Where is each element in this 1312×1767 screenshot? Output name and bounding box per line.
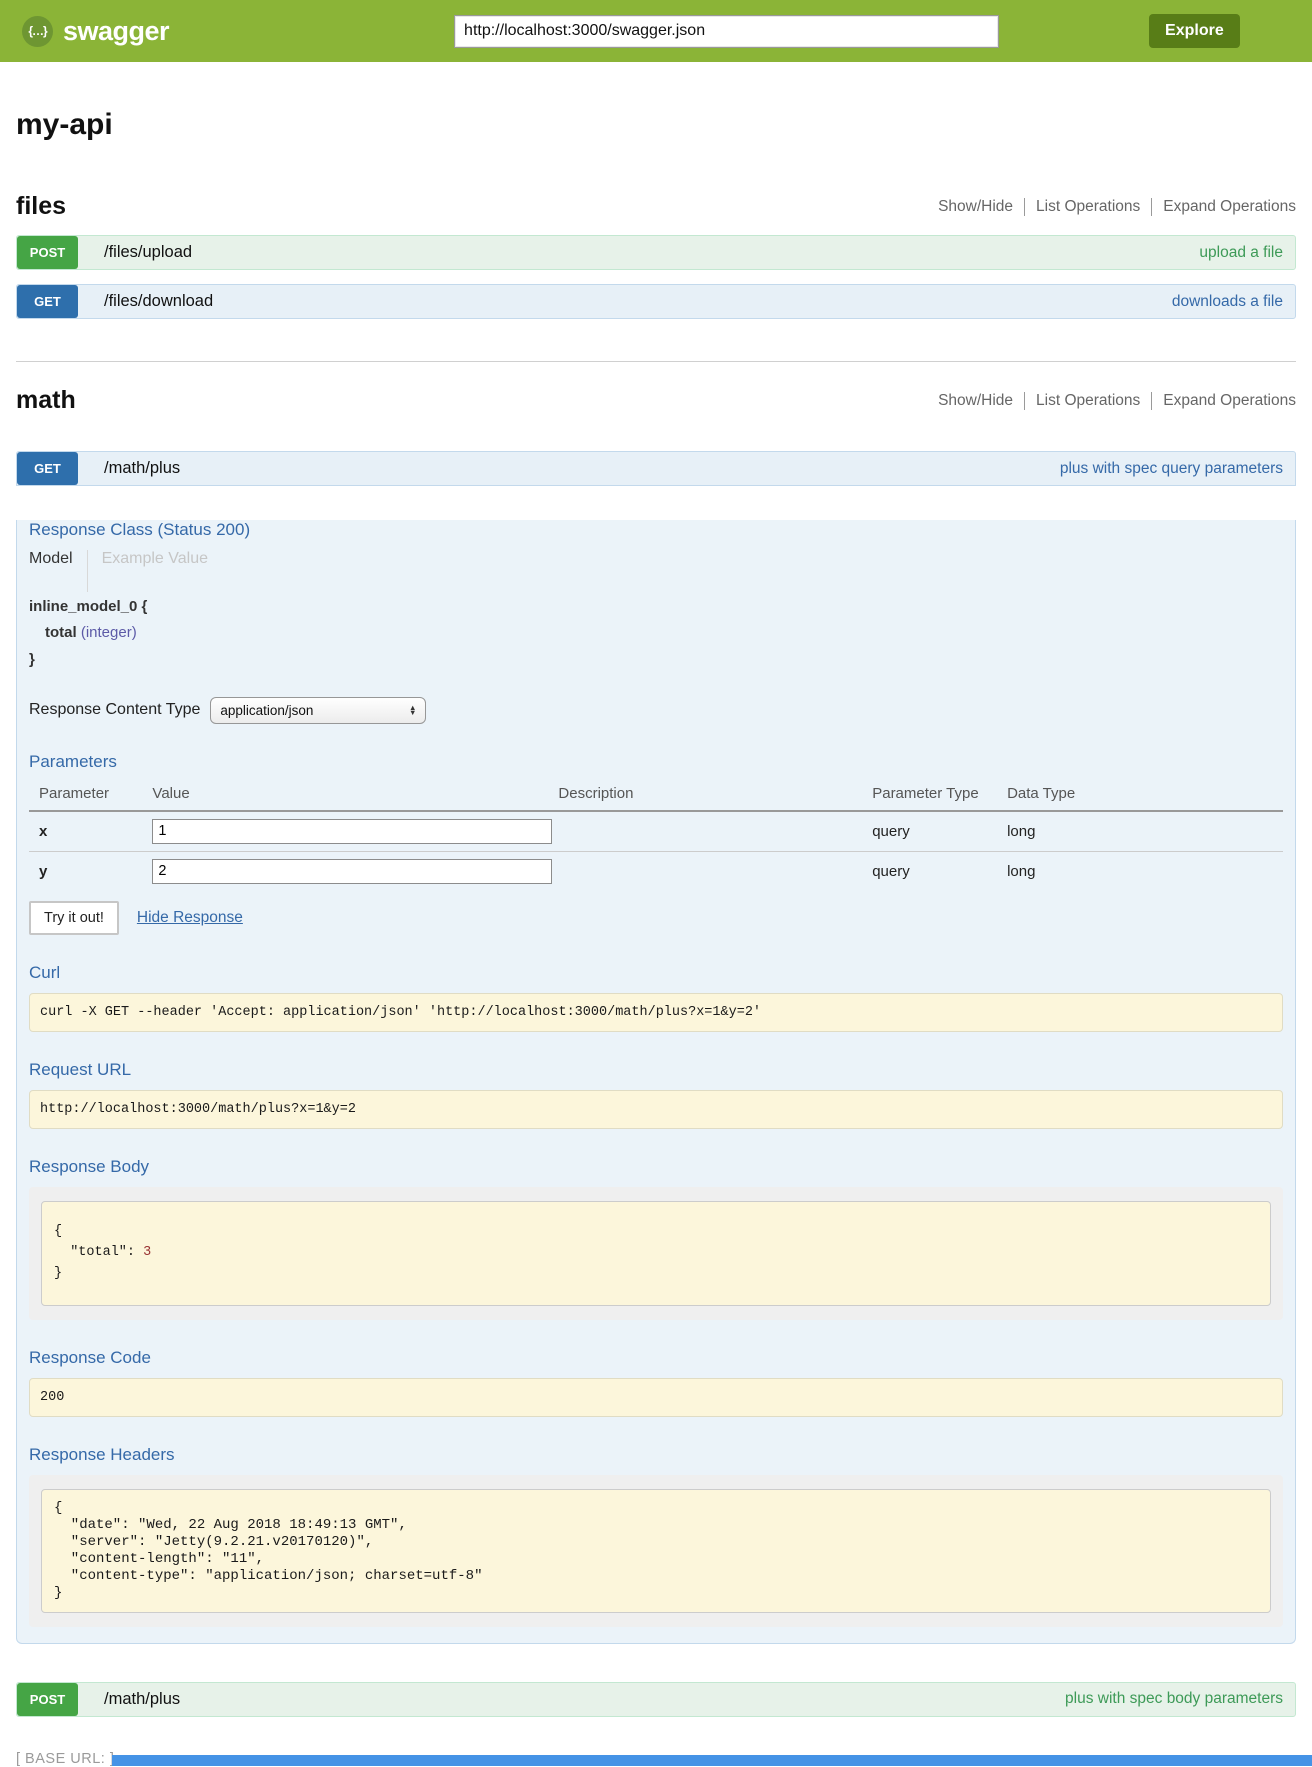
link-divider (1024, 197, 1026, 216)
section-files: files Show/Hide List Operations Expand O… (16, 192, 1296, 319)
response-content-type-row: Response Content Type application/json ▲… (29, 696, 1283, 724)
param-y-value-input[interactable] (152, 858, 553, 884)
param-description (558, 851, 872, 891)
json-text: { "total": (54, 1223, 136, 1260)
response-code-value: 200 (29, 1377, 1283, 1417)
method-badge-get: GET (17, 452, 78, 485)
tab-example-value[interactable]: Example Value (86, 550, 222, 592)
response-headers-container: { "date": "Wed, 22 Aug 2018 18:49:13 GMT… (29, 1474, 1283, 1627)
curl-command: curl -X GET --header 'Accept: applicatio… (29, 992, 1283, 1032)
param-row-y: y query long (29, 851, 1283, 891)
operation-heading-get-math-plus[interactable]: GET /math/plus plus with spec query para… (16, 451, 1296, 486)
operation-row-post-math-plus[interactable]: POST /math/plus plus with spec body para… (16, 1681, 1296, 1717)
json-text: } (54, 1265, 63, 1281)
link-divider (1151, 391, 1153, 410)
operation-row-get-files-download[interactable]: GET /files/download downloads a file (16, 284, 1296, 319)
param-type: query (872, 862, 910, 880)
show-hide-link[interactable]: Show/Hide (938, 197, 1014, 215)
col-value: Value (152, 779, 559, 812)
files-section-title: files (16, 192, 67, 220)
model-property-type: (integer) (80, 624, 137, 642)
param-name: y (39, 862, 48, 880)
operation-summary[interactable]: plus with spec query parameters (1059, 459, 1283, 477)
response-body-json: { "total": 3 } (41, 1200, 1271, 1306)
expand-operations-link[interactable]: Expand Operations (1163, 391, 1296, 409)
list-operations-link[interactable]: List Operations (1036, 391, 1141, 409)
bottom-bar (112, 1754, 1312, 1766)
param-name: x (29, 810, 153, 852)
response-body-container: { "total": 3 } (29, 1186, 1283, 1320)
parameters-header-row: Parameter Value Description Parameter Ty… (29, 779, 1283, 812)
link-divider (1151, 197, 1153, 216)
expanded-operation-get-math-plus: GET /math/plus plus with spec query para… (16, 451, 1296, 1644)
api-title: my-api (16, 108, 113, 141)
link-divider (1024, 391, 1026, 410)
expand-operations-link[interactable]: Expand Operations (1163, 197, 1296, 215)
response-headers-heading: Response Headers (29, 1444, 175, 1464)
operation-summary[interactable]: downloads a file (1171, 292, 1283, 310)
select-arrows-icon: ▲ ▼ (408, 703, 417, 718)
math-section-title: math (16, 386, 76, 414)
operation-path[interactable]: /math/plus (104, 459, 181, 477)
method-badge-post: POST (17, 236, 78, 269)
param-x-value-input[interactable] (152, 818, 553, 844)
operation-summary[interactable]: upload a file (1199, 243, 1283, 261)
show-hide-link[interactable]: Show/Hide (938, 391, 1014, 409)
model-property: total (integer) (45, 620, 1283, 646)
col-parameter: Parameter (29, 779, 153, 812)
content-type-selected-value: application/json (220, 702, 314, 718)
method-badge-post: POST (17, 1682, 78, 1716)
files-section-controls: Show/Hide List Operations Expand Operati… (938, 197, 1296, 216)
operation-summary[interactable]: plus with spec body parameters (1065, 1690, 1283, 1708)
try-it-out-button[interactable]: Try it out! (29, 900, 119, 935)
response-code-heading: Response Code (29, 1347, 151, 1367)
operation-path[interactable]: /math/plus (104, 1689, 181, 1708)
param-data-type: long (1007, 862, 1036, 880)
swagger-logo-text: swagger (63, 15, 170, 46)
parameters-heading: Parameters (29, 751, 117, 771)
model-signature: inline_model_0 { total (integer) } (29, 594, 1283, 673)
param-data-type: long (1007, 810, 1283, 852)
section-math: math Show/Hide List Operations Expand Op… (16, 386, 1296, 1717)
section-divider (16, 361, 1296, 362)
json-number-value: 3 (143, 1244, 152, 1260)
col-data-type: Data Type (1007, 779, 1283, 812)
method-badge-get: GET (17, 285, 78, 318)
col-parameter-type: Parameter Type (872, 779, 1008, 812)
swagger-logo-icon: {…} (22, 15, 53, 47)
param-type: query (872, 810, 1008, 852)
col-description: Description (558, 779, 873, 812)
model-close-line: } (29, 650, 35, 668)
spec-url-input[interactable] (454, 14, 1000, 48)
model-property-name: total (45, 624, 77, 642)
param-row-x: x query long (29, 810, 1283, 852)
curl-heading: Curl (29, 962, 61, 982)
list-operations-link[interactable]: List Operations (1036, 197, 1141, 215)
request-url-heading: Request URL (29, 1059, 132, 1079)
header: {…} swagger Explore (0, 0, 1312, 62)
response-headers-json: { "date": "Wed, 22 Aug 2018 18:49:13 GMT… (41, 1488, 1271, 1613)
response-body-heading: Response Body (29, 1156, 150, 1176)
operation-path[interactable]: /files/upload (104, 243, 193, 261)
operation-content: Response Class (Status 200) Model Exampl… (16, 520, 1296, 1644)
swagger-logo: {…} swagger (22, 15, 170, 47)
operation-row-post-files-upload[interactable]: POST /files/upload upload a file (16, 235, 1296, 270)
main-content: my-api files Show/Hide List Operations E… (16, 108, 1296, 1767)
model-open-line: inline_model_0 { (29, 598, 148, 615)
content-type-select[interactable]: application/json ▲ ▼ (210, 696, 427, 724)
response-class-heading: Response Class (Status 200) (29, 520, 251, 539)
math-section-controls: Show/Hide List Operations Expand Operati… (938, 391, 1296, 410)
tab-model[interactable]: Model (29, 550, 73, 567)
request-url-value: http://localhost:3000/math/plus?x=1&y=2 (29, 1089, 1283, 1129)
explore-button[interactable]: Explore (1149, 14, 1240, 48)
operation-path[interactable]: /files/download (104, 292, 214, 310)
parameters-table: Parameter Value Description Parameter Ty… (29, 779, 1283, 891)
response-class-tabs: Model Example Value (29, 550, 1283, 592)
param-description (558, 810, 873, 852)
hide-response-link[interactable]: Hide Response (136, 908, 243, 926)
response-content-type-label: Response Content Type (29, 701, 201, 719)
